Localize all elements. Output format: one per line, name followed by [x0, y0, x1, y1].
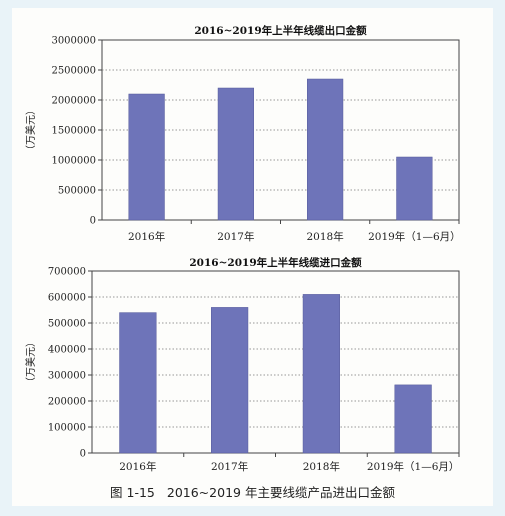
- chart1-ytick-label: 1000000: [51, 156, 96, 167]
- chart1-category-label: 2019年（1—6月）: [368, 230, 461, 243]
- figure-number: 图 1-15: [110, 485, 155, 500]
- chart1-category-label: 2016年: [128, 230, 165, 243]
- chart2-category-label: 2016年: [119, 460, 156, 473]
- chart2-ytick-label: 0: [80, 449, 86, 460]
- chart2-bar: [302, 294, 340, 454]
- chart2-ytick-label: 500000: [48, 319, 86, 330]
- chart2-category-label: 2018年: [303, 460, 340, 473]
- chart1-bar: [128, 93, 165, 221]
- chart1-ytick-label: 0: [90, 216, 96, 227]
- chart2-ytick-label: 100000: [48, 423, 86, 434]
- chart2-bar: [119, 312, 157, 454]
- chart2-ytick-label: 300000: [48, 371, 86, 382]
- chart2-ytick-label: 600000: [48, 293, 86, 304]
- chart2-category-label: 2017年: [211, 460, 248, 473]
- chart1-bar: [217, 87, 254, 221]
- chart1-ytick-label: 2000000: [51, 96, 96, 107]
- chart2-ytick-label: 400000: [48, 345, 86, 356]
- page: 2016~2019年上半年线缆出口金额 0 500000 1000000 1500000…: [12, 8, 493, 506]
- chart2-ytick-label: 700000: [48, 267, 86, 278]
- chart2-ytick-label: 200000: [48, 397, 86, 408]
- chart2-bar: [211, 307, 249, 454]
- chart1-title: 2016~2019年上半年线缆出口金额: [194, 24, 367, 37]
- figure-caption-text: 2016~2019 年主要线缆产品进出口金额: [166, 485, 395, 500]
- chart1-bar: [396, 156, 433, 221]
- chart2-ylabel: （万美元）: [24, 337, 37, 387]
- figure-caption: 图 1-15 2016~2019 年主要线缆产品进出口金额: [12, 482, 493, 501]
- chart1-ytick-label: 2500000: [51, 66, 96, 77]
- chart1-category-label: 2017年: [217, 230, 254, 243]
- chart2-category-label: 2019年（1—6月）: [367, 460, 460, 473]
- chart1-bar: [307, 78, 344, 221]
- chart2-title: 2016~2019年上半年线缆进口金额: [189, 256, 362, 269]
- chart1-ytick-label: 3000000: [51, 36, 96, 47]
- chart1-ytick-label: 1500000: [51, 126, 96, 137]
- charts-canvas: 2016~2019年上半年线缆出口金额050000010000001500000…: [24, 24, 461, 473]
- chart1-ylabel: （万美元）: [24, 105, 37, 155]
- chart1-ytick-label: 500000: [58, 186, 96, 197]
- chart2-bar: [394, 384, 432, 454]
- chart1-category-label: 2018年: [307, 230, 344, 243]
